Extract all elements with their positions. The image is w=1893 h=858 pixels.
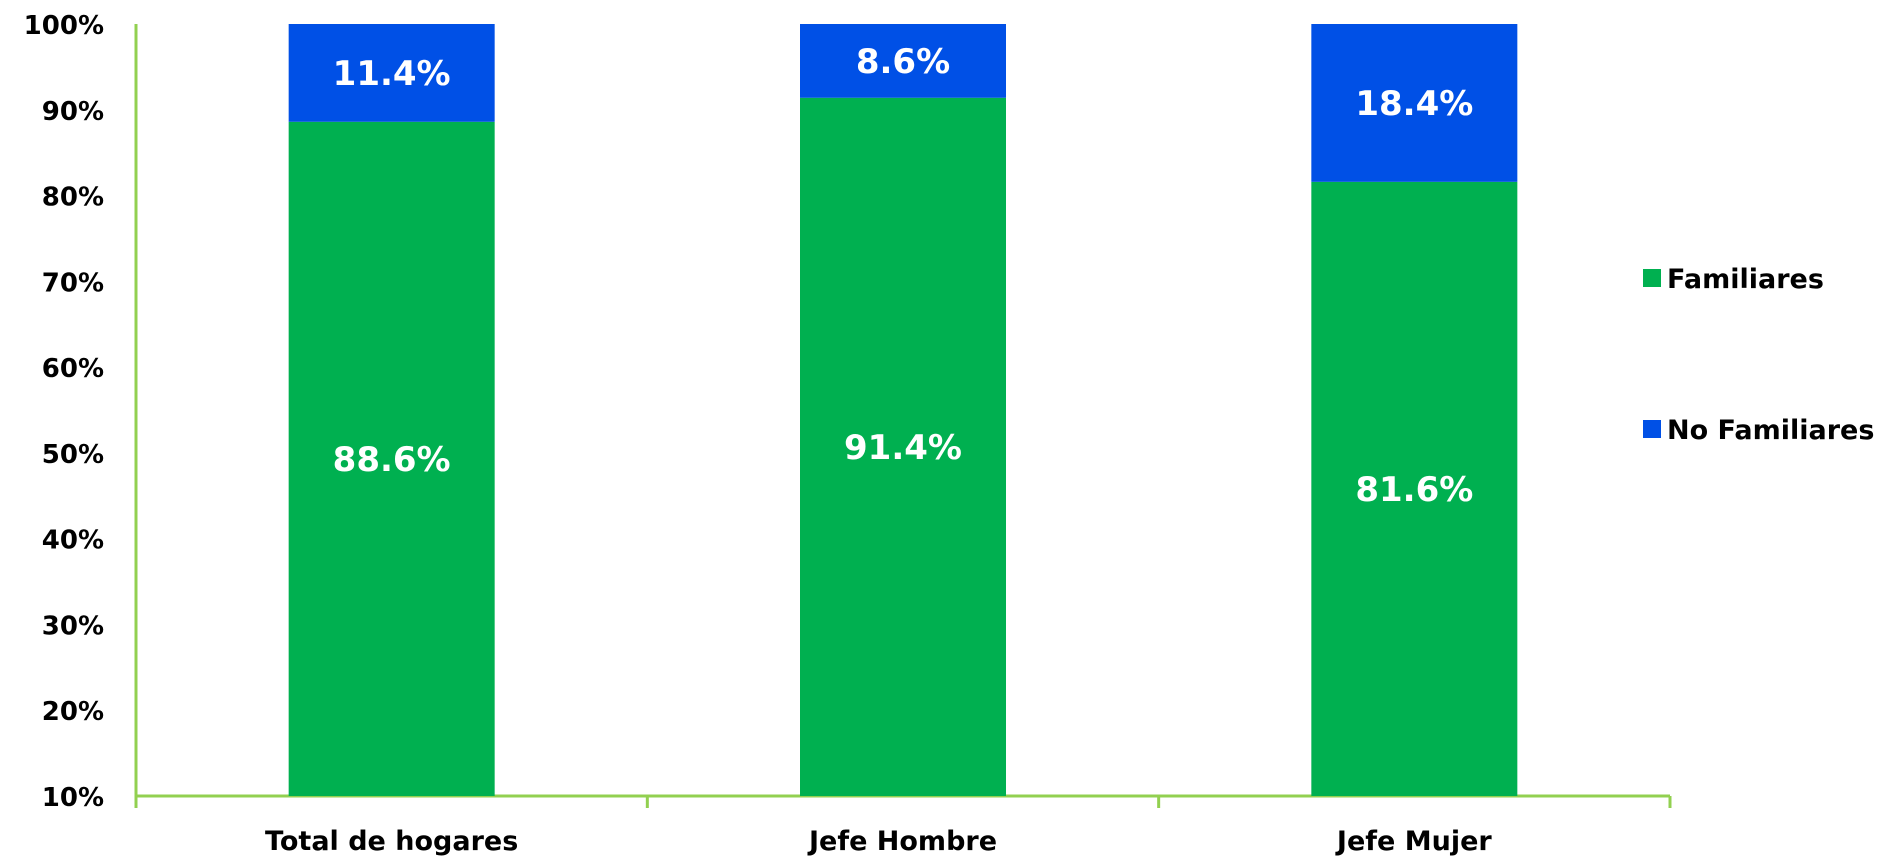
chart-bars (288, 24, 1518, 796)
data-label: 8.6% (856, 42, 950, 82)
y-tick-label: 20% (42, 697, 104, 727)
y-tick-label: 10% (42, 783, 104, 813)
bar-no-familiares-0 (288, 24, 495, 122)
data-label: 91.4% (844, 428, 962, 468)
bar-familiares-1 (800, 97, 1006, 796)
bar-familiares-2 (1311, 181, 1518, 796)
data-label: 18.4% (1355, 84, 1473, 124)
chart-legend: Familiares No Familiares (1643, 264, 1874, 446)
y-tick-label: 100% (24, 11, 104, 41)
y-tick-label: 80% (42, 183, 104, 213)
bar-familiares-0 (288, 121, 495, 796)
x-category-label: Jefe Hombre (807, 826, 997, 857)
x-category-label: Total de hogares (265, 826, 518, 857)
x-category-label: Jefe Mujer (1335, 826, 1492, 857)
y-tick-label: 70% (42, 268, 104, 298)
chart-labels: 88.6% 11.4% 91.4% 8.6% 81.6% 18.4% (333, 42, 1474, 510)
y-tick-label: 50% (42, 440, 104, 470)
chart-axes: 10% 20% 30% 40% 50% 60% 70% 80% 90% 100% Total de … (24, 11, 1672, 857)
y-tick-label: 30% (42, 611, 104, 641)
data-label: 88.6% (333, 440, 451, 480)
bar-no-familiares-2 (1311, 24, 1518, 182)
y-tick-label: 60% (42, 354, 104, 384)
data-label: 11.4% (333, 54, 451, 94)
legend-label-familiares: Familiares (1667, 264, 1824, 295)
legend-swatch-no-familiares (1643, 420, 1661, 438)
y-tick-label: 90% (42, 97, 104, 127)
legend-label-no-familiares: No Familiares (1667, 415, 1874, 446)
y-tick-label: 40% (42, 526, 104, 556)
bar-no-familiares-1 (800, 24, 1006, 98)
data-label: 81.6% (1355, 470, 1473, 510)
legend-swatch-familiares (1643, 269, 1661, 287)
